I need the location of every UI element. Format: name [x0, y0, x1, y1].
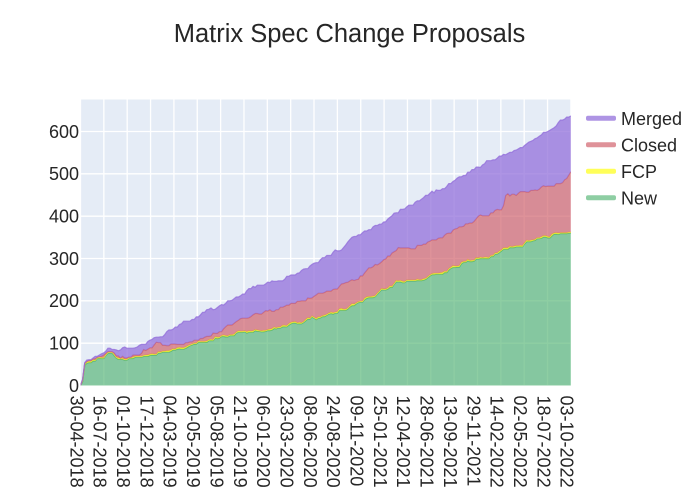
svg-text:14-02-2022: 14-02-2022: [487, 396, 507, 488]
svg-text:01-10-2018: 01-10-2018: [113, 396, 133, 488]
svg-text:20-05-2019: 20-05-2019: [183, 396, 203, 488]
svg-text:12-04-2021: 12-04-2021: [393, 396, 413, 488]
svg-text:06-01-2020: 06-01-2020: [253, 396, 273, 488]
svg-text:New: New: [621, 189, 658, 209]
svg-text:23-03-2020: 23-03-2020: [276, 396, 296, 488]
svg-text:30-04-2018: 30-04-2018: [66, 396, 86, 488]
svg-text:21-10-2019: 21-10-2019: [230, 396, 250, 488]
svg-text:29-11-2021: 29-11-2021: [463, 396, 483, 487]
svg-text:24-08-2020: 24-08-2020: [323, 396, 343, 488]
svg-text:02-05-2022: 02-05-2022: [510, 396, 530, 488]
svg-text:04-03-2019: 04-03-2019: [160, 396, 180, 488]
svg-text:18-07-2022: 18-07-2022: [533, 396, 553, 488]
svg-text:400: 400: [49, 207, 79, 227]
svg-text:500: 500: [49, 164, 79, 184]
svg-text:100: 100: [49, 334, 79, 354]
svg-text:600: 600: [49, 122, 79, 142]
svg-text:09-11-2020: 09-11-2020: [347, 396, 367, 487]
svg-text:25-01-2021: 25-01-2021: [370, 396, 390, 488]
svg-text:05-08-2019: 05-08-2019: [206, 396, 226, 488]
svg-text:16-07-2018: 16-07-2018: [90, 396, 110, 488]
svg-text:13-09-2021: 13-09-2021: [440, 396, 460, 488]
svg-text:Matrix Spec Change Proposals: Matrix Spec Change Proposals: [174, 20, 526, 48]
svg-text:200: 200: [49, 291, 79, 311]
svg-text:17-12-2018: 17-12-2018: [136, 396, 156, 488]
svg-text:FCP: FCP: [621, 162, 657, 182]
svg-text:Merged: Merged: [621, 109, 682, 129]
svg-text:28-06-2021: 28-06-2021: [417, 396, 437, 488]
svg-text:03-10-2022: 03-10-2022: [557, 396, 577, 488]
svg-text:0: 0: [69, 376, 79, 396]
svg-text:08-06-2020: 08-06-2020: [300, 396, 320, 488]
svg-text:300: 300: [49, 249, 79, 269]
svg-text:Closed: Closed: [621, 136, 677, 156]
